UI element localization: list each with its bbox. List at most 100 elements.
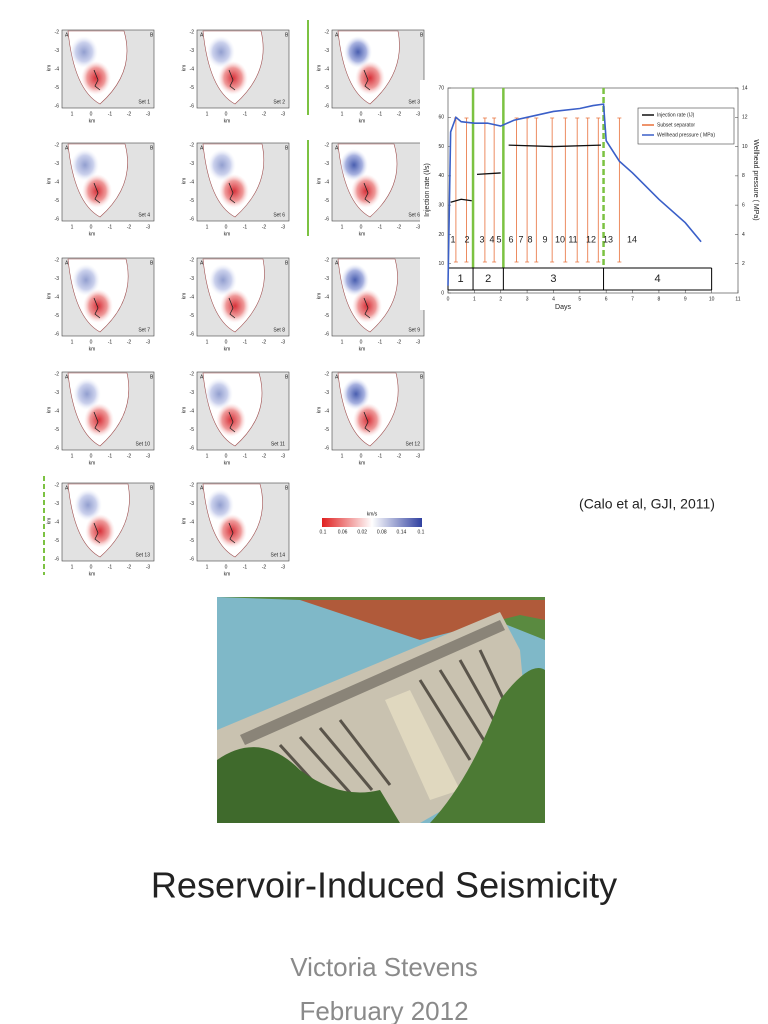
panel: A B Set 8 -2 -3 -4 -5 -6 1 0 -1 -2 -3 km km [181,257,290,352]
panel: A B Set 6 -2 -3 -4 -5 -6 1 0 -1 -2 -3 km km [181,142,290,237]
velocity-anomaly [74,489,102,521]
y2-axis-label: Wellhead pressure ( MPa) [752,139,759,220]
corner-label: B [285,260,289,266]
phase-label: 4 [655,273,661,285]
y-tick-label: -2 [190,257,195,263]
legend-label: Injection rate (IJ) [657,112,695,118]
x-tick-label: 7 [631,296,634,302]
x-tick-label: -3 [281,111,286,117]
y-tick-label: -3 [55,48,60,54]
x-tick-label: -2 [397,111,402,117]
x-tick-label: -3 [281,339,286,345]
set-label: Set 14 [271,552,286,558]
x-tick-label: -1 [108,339,113,345]
y-tick-label: -6 [190,216,195,222]
colorbar-label: 0.14 [397,529,407,535]
y-tick-label: -4 [190,408,195,414]
x-axis-label: km [359,231,366,237]
y-tick-label: -5 [190,427,195,433]
y-tick-label: -5 [55,198,60,204]
y-tick-label: 20 [438,232,444,238]
y-tick-label: -2 [55,29,60,35]
velocity-anomaly [85,514,115,548]
x-tick-label: 8 [658,296,661,302]
x-tick-label: 0 [90,111,93,117]
y-axis-label: km [181,518,187,525]
x-tick-label: -2 [397,453,402,459]
corner-label: A [335,32,339,38]
y-axis-label: km [181,293,187,300]
x-axis-label: km [224,346,231,352]
x-tick-label: -2 [262,339,267,345]
y-tick-label: -2 [190,371,195,377]
x-tick-label: -3 [281,224,286,230]
seismicity [93,182,101,204]
x-tick-label: 6 [605,296,608,302]
y-tick-label: -6 [190,103,195,109]
y-axis-label: km [316,65,322,72]
set-label: Set 11 [271,441,285,447]
x-tick-label: 1 [71,339,74,345]
velocity-anomaly [208,149,236,181]
y-tick-label: 30 [438,202,444,208]
colorbar: km/s 0.1 0.06 0.02 0.08 0.14 0.1 [320,511,425,535]
subset-label: 3 [479,234,484,244]
y-tick-label: -2 [190,142,195,148]
y-tick-label: 40 [438,173,444,179]
x-tick-label: -1 [378,224,383,230]
x-tick-label: -3 [146,339,151,345]
velocity-anomaly [353,403,383,437]
plot-frame [447,87,739,294]
corner-label: A [65,260,69,266]
x-tick-label: 0 [225,339,228,345]
seismicity [93,411,101,433]
x-tick-label: 0 [90,339,93,345]
x-axis-label: km [89,571,96,577]
x-tick-label: -1 [108,111,113,117]
velocity-anomaly [351,174,381,208]
y-tick-label: -5 [190,85,195,91]
seismicity [228,297,236,319]
x-tick-label: 11 [735,296,740,302]
velocity-anomaly [344,36,372,68]
corner-label: A [65,485,69,491]
subset-label: 11 [568,234,577,244]
colorbar-label: 0.1 [418,529,425,535]
subset-label: 14 [627,234,637,244]
y-axis-label: km [316,293,322,300]
x-tick-label: -3 [146,224,151,230]
y-tick-label: -5 [325,85,330,91]
y-tick-label: -2 [55,142,60,148]
series-line [447,103,702,286]
separator-cap [482,117,487,263]
x-tick-label: -3 [416,453,421,459]
panel: A B Set 10 -2 -3 -4 -5 -6 1 0 -1 -2 -3 km km [46,371,155,466]
panel: A B Set 11 -2 -3 -4 -5 -6 1 0 -1 -2 -3 km km [181,371,290,466]
x-axis-label: km [359,346,366,352]
y-axis-label: km [181,65,187,72]
x-tick-label: -3 [416,339,421,345]
x-tick-label: 1 [71,224,74,230]
velocity-anomaly [206,489,234,521]
x-axis-label: km [89,346,96,352]
x-tick-label: 1 [71,564,74,570]
panel-grid: A B Set 1 -2 -3 -4 -5 -6 1 0 -1 -2 -3 km km A B Set 2 -2 -3… [46,29,425,577]
y-tick-label: -6 [55,445,60,451]
seismicity [93,297,101,319]
y-tick-label: -6 [325,445,330,451]
seismicity [363,182,371,204]
subset-label: 4 [489,234,494,244]
subset-label: 1 [450,234,455,244]
legend-box [637,107,735,145]
x-tick-label: 0 [90,224,93,230]
y-tick-label: -3 [55,501,60,507]
y-tick-label: -2 [325,142,330,148]
x-axis-label: km [359,460,366,466]
x-tick-label: -1 [243,111,248,117]
y-tick-label: -3 [325,390,330,396]
x-tick-label: 1 [341,339,344,345]
y-tick-label: -5 [55,313,60,319]
velocity-anomaly [84,403,114,437]
panel: A B Set 14 -2 -3 -4 -5 -6 1 0 -1 -2 -3 km km [181,482,290,577]
separator-cap [534,117,539,263]
